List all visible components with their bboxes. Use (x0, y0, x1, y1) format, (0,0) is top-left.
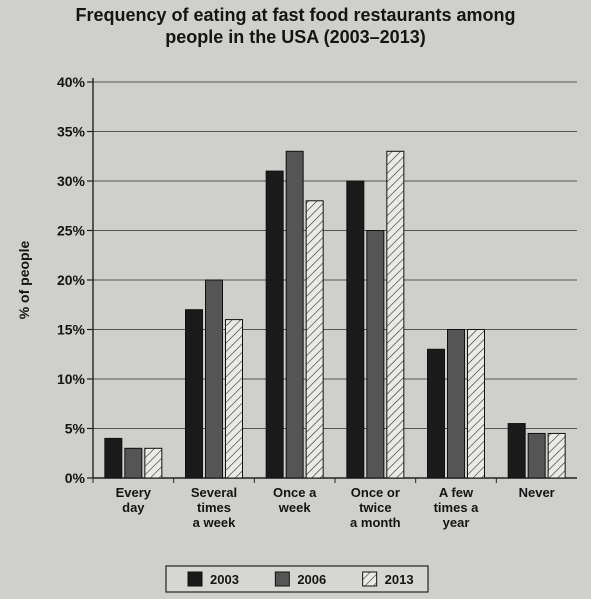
bar-2006-4 (447, 329, 465, 479)
category-label: Every (116, 485, 152, 500)
category-label: times (197, 500, 231, 515)
bar-2003-2 (265, 170, 284, 479)
bar-2006-0 (124, 447, 143, 479)
y-tick-label: 30% (57, 173, 86, 189)
legend-swatch-2006 (274, 571, 290, 587)
category-label: Once a (273, 485, 317, 500)
bar-2006-5 (527, 432, 546, 479)
bar-2013-0 (144, 447, 163, 479)
legend-label: 2003 (210, 572, 239, 587)
legend-swatch-2013 (362, 571, 378, 587)
legend-swatch-2003 (187, 571, 203, 587)
legend-box (165, 565, 429, 593)
category-label: Several (191, 485, 237, 500)
bar-2003-1 (185, 309, 203, 479)
y-tick-label: 5% (65, 421, 86, 437)
bar-2013-5 (547, 432, 566, 479)
bar-2003-0 (104, 437, 123, 479)
bar-2013-2 (305, 200, 324, 479)
category-label: year (443, 515, 470, 530)
category-label: Once or (351, 485, 400, 500)
bars (104, 150, 566, 479)
legend-label: 2013 (385, 572, 414, 587)
legend-label: 2006 (297, 572, 326, 587)
axes (87, 78, 577, 483)
y-tick-label: 25% (57, 223, 86, 239)
bar-2006-1 (205, 279, 223, 479)
bar-2003-4 (427, 348, 445, 479)
category-label: a month (350, 515, 401, 530)
y-tick-label: 0% (65, 470, 86, 486)
y-tick-label: 35% (57, 124, 86, 140)
bar-2006-3 (366, 230, 385, 479)
y-axis-label: % of people (16, 241, 32, 320)
category-label: twice (359, 500, 392, 515)
y-tick-label: 10% (57, 371, 86, 387)
bar-2013-4 (467, 329, 485, 479)
category-label: week (278, 500, 312, 515)
category-label: a week (193, 515, 236, 530)
y-tick-label: 20% (57, 272, 86, 288)
bar-2013-3 (386, 150, 405, 479)
y-tick-label: 40% (57, 74, 86, 90)
bar-2003-5 (507, 423, 526, 479)
category-label: A few (439, 485, 474, 500)
bar-2013-1 (225, 319, 243, 479)
category-label: times a (434, 500, 480, 515)
y-tick-label: 15% (57, 322, 86, 338)
bar-2003-3 (346, 180, 365, 479)
legend: 2003 2006 2013 (165, 565, 429, 593)
bar-2006-2 (285, 150, 304, 479)
category-label: Never (519, 485, 555, 500)
category-label: day (122, 500, 145, 515)
chart-title: Frequency of eating at fast food restaur… (75, 5, 516, 47)
axis-labels: 0% 5% 10% 15% 20% 25% 30% 35% 40% % of people Ever… (16, 74, 555, 530)
grid-lines (93, 81, 577, 429)
